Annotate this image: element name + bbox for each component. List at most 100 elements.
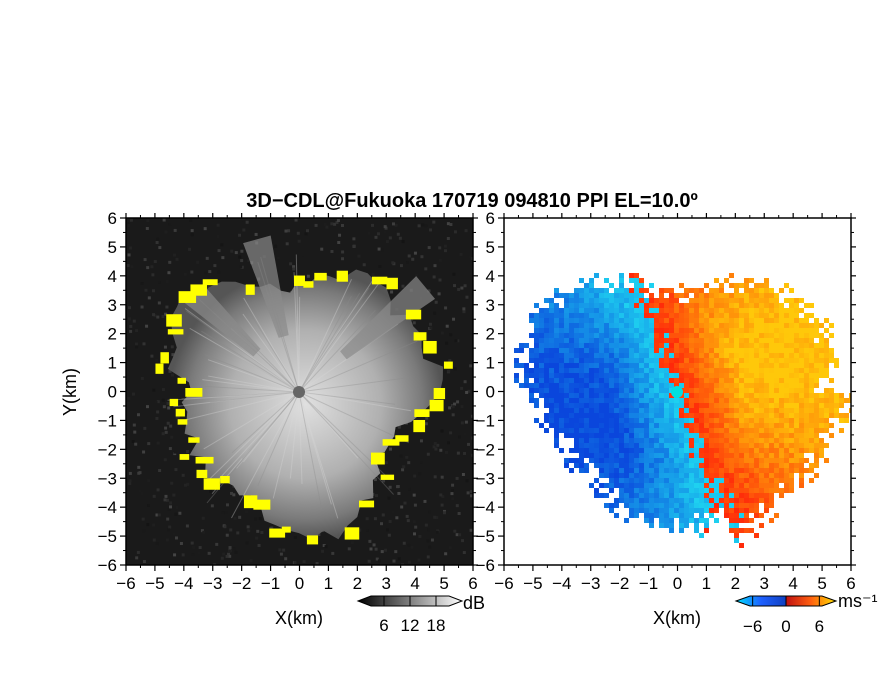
velocity-pixel [614, 378, 619, 383]
noise-pixel [157, 513, 161, 517]
noise-pixel [238, 255, 242, 259]
velocity-pixel [744, 498, 749, 503]
velocity-pixel [814, 393, 819, 398]
velocity-pixel [759, 433, 764, 438]
radial-streak [298, 292, 361, 393]
noise-pixel [373, 517, 377, 521]
noise-pixel [151, 273, 155, 277]
velocity-pixel [709, 458, 714, 463]
velocity-pixel [594, 303, 599, 308]
velocity-pixel [774, 483, 779, 488]
velocity-pixel [754, 323, 759, 328]
noise-pixel [403, 501, 407, 505]
velocity-pixel [704, 518, 709, 523]
noise-pixel [448, 359, 452, 363]
velocity-pixel [614, 368, 619, 373]
velocity-pixel [754, 353, 759, 358]
velocity-pixel [639, 338, 644, 343]
velocity-pixel [679, 383, 684, 388]
velocity-pixel [804, 313, 809, 318]
velocity-pixel [549, 358, 554, 363]
velocity-pixel [689, 363, 694, 368]
velocity-pixel [704, 458, 709, 463]
radial-streak [204, 354, 300, 393]
velocity-pixel [539, 328, 544, 333]
velocity-pixel [544, 378, 549, 383]
velocity-pixel [769, 318, 774, 323]
noise-pixel [417, 558, 421, 562]
velocity-pixel [684, 473, 689, 478]
velocity-pixel [649, 293, 654, 298]
velocity-pixel [754, 473, 759, 478]
velocity-pixel [614, 423, 619, 428]
velocity-pixel [599, 343, 604, 348]
velocity-pixel [634, 313, 639, 318]
velocity-pixel [799, 358, 804, 363]
velocity-pixel [609, 328, 614, 333]
velocity-pixel [794, 448, 799, 453]
velocity-pixel [664, 523, 669, 528]
velocity-pixel [539, 388, 544, 393]
velocity-pixel [734, 338, 739, 343]
radar-site-marker [293, 386, 305, 398]
y-tick-label: −3 [98, 469, 117, 488]
velocity-pixel [724, 373, 729, 378]
velocity-pixel [749, 368, 754, 373]
velocity-pixel [789, 323, 794, 328]
velocity-pixel [589, 303, 594, 308]
velocity-pixel [784, 418, 789, 423]
velocity-pixel [779, 348, 784, 353]
velocity-pixel [824, 343, 829, 348]
velocity-pixel [594, 433, 599, 438]
velocity-pixel [684, 373, 689, 378]
velocity-pixel [694, 468, 699, 473]
velocity-pixel [714, 468, 719, 473]
velocity-pixel [574, 383, 579, 388]
noise-pixel [384, 548, 388, 552]
velocity-pixel [614, 323, 619, 328]
velocity-pixel [619, 378, 624, 383]
velocity-pixel [634, 333, 639, 338]
velocity-pixel [634, 413, 639, 418]
velocity-pixel [719, 328, 724, 333]
velocity-pixel [634, 448, 639, 453]
noise-pixel [448, 406, 452, 410]
noise-pixel [230, 491, 234, 495]
velocity-pixel [699, 513, 704, 518]
velocity-pixel [764, 508, 769, 513]
radial-streak [298, 391, 323, 511]
velocity-pixel [719, 318, 724, 323]
noise-pixel [157, 280, 161, 284]
velocity-pixel [669, 518, 674, 523]
noise-pixel [370, 223, 374, 227]
velocity-pixel [814, 418, 819, 423]
noise-pixel [424, 523, 428, 527]
velocity-pixel [809, 303, 814, 308]
velocity-pixel [749, 498, 754, 503]
velocity-pixel [689, 353, 694, 358]
noise-pixel [164, 426, 168, 430]
velocity-pixel [724, 388, 729, 393]
velocity-pixel [614, 318, 619, 323]
velocity-pixel [674, 328, 679, 333]
velocity-pixel [639, 418, 644, 423]
velocity-pixel [664, 518, 669, 523]
velocity-pixel [659, 458, 664, 463]
velocity-pixel [624, 493, 629, 498]
noise-pixel [384, 226, 388, 230]
velocity-pixel [799, 438, 804, 443]
velocity-pixel [724, 278, 729, 283]
y-tick-label: −3 [476, 469, 495, 488]
velocity-pixel [634, 338, 639, 343]
y-tick-label: 0 [108, 383, 117, 402]
velocity-pixel [814, 428, 819, 433]
velocity-pixel [739, 303, 744, 308]
velocity-pixel [664, 473, 669, 478]
noise-pixel [401, 284, 405, 288]
velocity-pixel [554, 423, 559, 428]
velocity-pixel [724, 408, 729, 413]
velocity-pixel [749, 433, 754, 438]
velocity-pixel [699, 298, 704, 303]
velocity-pixel [609, 308, 614, 313]
velocity-pixel [559, 363, 564, 368]
